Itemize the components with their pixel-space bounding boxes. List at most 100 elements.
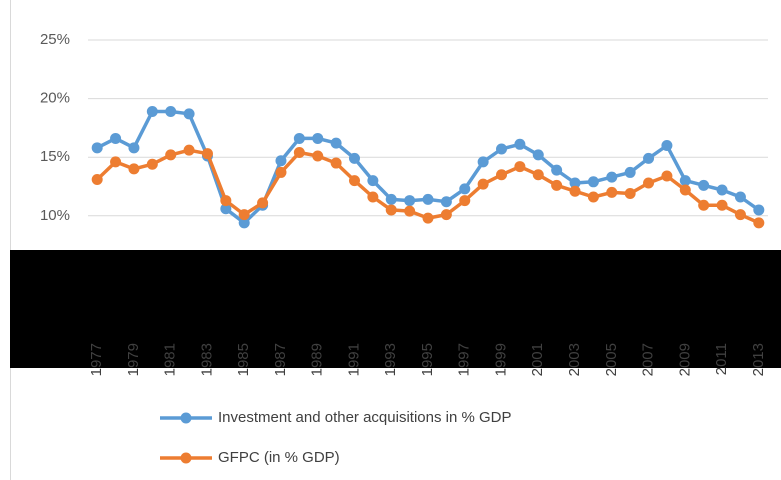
x-tick-label: 2001 (529, 343, 546, 376)
data-point (624, 166, 636, 178)
data-point (275, 155, 287, 167)
data-point (624, 188, 636, 200)
data-point (514, 138, 526, 150)
data-point (385, 204, 397, 216)
legend-marker (180, 412, 192, 424)
data-point (330, 137, 342, 149)
data-point (459, 183, 471, 195)
x-tick-label: 1989 (309, 343, 326, 376)
legend-label: GFPC (in % GDP) (218, 449, 340, 466)
data-point (679, 184, 691, 196)
data-point (275, 166, 287, 178)
data-point (348, 152, 360, 164)
x-tick-label: 1981 (162, 343, 179, 376)
data-point (698, 179, 710, 191)
data-point (514, 161, 526, 173)
data-point (753, 204, 765, 216)
data-point (293, 147, 305, 159)
data-point (643, 152, 655, 164)
y-tick-label: 10% (40, 207, 70, 224)
x-tick-label: 1979 (125, 343, 142, 376)
data-point (753, 217, 765, 229)
x-tick-label: 1987 (272, 343, 289, 376)
data-point (532, 149, 544, 161)
data-point (312, 150, 324, 162)
data-point (385, 193, 397, 205)
data-point (404, 205, 416, 217)
y-tick-label: 25% (40, 31, 70, 48)
redaction-band (10, 250, 781, 368)
data-point (165, 105, 177, 117)
data-point (643, 177, 655, 189)
data-point (551, 179, 563, 191)
data-point (146, 158, 158, 170)
data-point (146, 105, 158, 117)
data-point (220, 195, 232, 207)
data-point (440, 196, 452, 208)
series-line (95, 148, 760, 225)
data-point (532, 169, 544, 181)
data-point (679, 175, 691, 187)
data-point (496, 169, 508, 181)
data-point (312, 132, 324, 144)
data-point (606, 186, 618, 198)
data-point (440, 209, 452, 221)
data-point (716, 199, 728, 211)
x-tick-label: 1977 (88, 343, 105, 376)
data-point (220, 203, 232, 215)
data-point (238, 217, 250, 229)
data-point (367, 191, 379, 203)
plot (91, 105, 765, 229)
data-point (367, 175, 379, 187)
data-point (569, 185, 581, 197)
x-axis-labels: 1977 1979 1981 1983 1985 1987 1989 1991 1993 1995… (88, 343, 767, 376)
x-tick-label: 1991 (345, 343, 362, 376)
x-tick-label: 1985 (235, 343, 252, 376)
data-point (110, 156, 122, 168)
data-point (348, 175, 360, 187)
legend-label: Investment and other acquisitions in % G… (218, 409, 511, 426)
x-tick-label: 2005 (603, 343, 620, 376)
data-point (551, 164, 563, 176)
data-point (128, 142, 140, 154)
x-tick-label: 2011 (713, 343, 730, 375)
data-point (587, 191, 599, 203)
legend: Investment and other acquisitions in % G… (160, 409, 511, 466)
data-point (422, 212, 434, 224)
y-tick-label: 15% (40, 148, 70, 165)
x-tick-label: 2007 (640, 343, 657, 376)
data-point (661, 139, 673, 151)
x-tick-label: 1999 (492, 343, 509, 376)
data-point (587, 176, 599, 188)
data-point (496, 143, 508, 155)
x-tick-label: 1995 (419, 343, 436, 376)
x-tick-label: 1997 (456, 343, 473, 376)
x-tick-label: 2003 (566, 343, 583, 376)
data-point (238, 209, 250, 221)
x-tick-label: 1993 (382, 343, 399, 376)
series-line (96, 109, 760, 225)
x-tick-label: 1983 (198, 343, 215, 376)
data-point (91, 173, 103, 185)
data-point (606, 171, 618, 183)
data-point (183, 144, 195, 156)
x-tick-label: 2009 (676, 343, 693, 376)
data-point (330, 157, 342, 169)
data-point (661, 170, 673, 182)
data-point (477, 156, 489, 168)
data-point (422, 193, 434, 205)
data-point (201, 148, 213, 160)
data-point (257, 197, 269, 209)
data-point (459, 195, 471, 207)
data-point (569, 177, 581, 189)
data-point (698, 199, 710, 211)
y-tick-label: 20% (40, 90, 70, 107)
legend-marker (180, 452, 192, 464)
data-point (716, 184, 728, 196)
data-point (404, 195, 416, 207)
data-point (293, 132, 305, 144)
data-point (734, 209, 746, 221)
x-tick-label: 2013 (750, 343, 767, 376)
data-point (734, 191, 746, 203)
